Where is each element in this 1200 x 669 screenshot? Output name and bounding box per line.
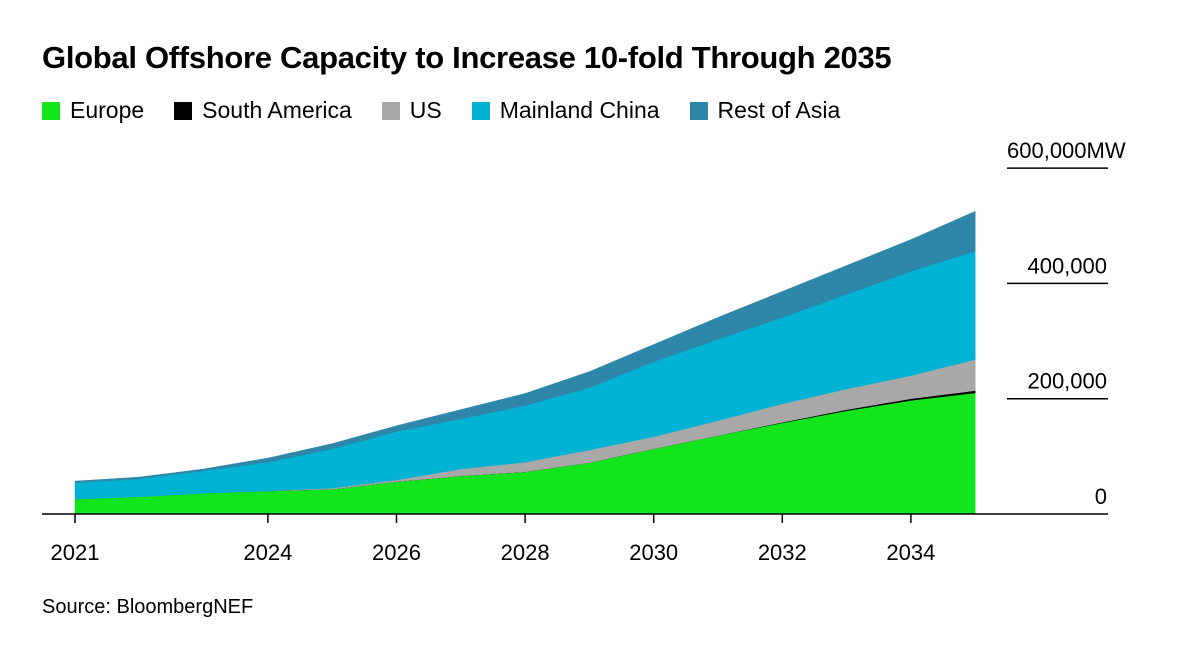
- y-tick-label: 0: [1095, 484, 1107, 509]
- x-tick-label: 2024: [243, 540, 292, 565]
- legend-item: South America: [174, 97, 352, 124]
- x-tick-label: 2028: [501, 540, 550, 565]
- legend-swatch: [174, 101, 193, 120]
- legend-swatch: [381, 101, 400, 120]
- source-note: Source: BloombergNEF: [42, 596, 254, 618]
- area-rest-of-asia: [74, 210, 976, 484]
- y-tick-label: 600,000MW: [1007, 138, 1126, 163]
- legend-label: South America: [202, 97, 352, 123]
- chart-title: Global Offshore Capacity to Increase 10-…: [42, 40, 892, 75]
- legend-item: Mainland China: [471, 97, 660, 124]
- x-tick-label: 2032: [758, 540, 807, 565]
- legend: Europe South America US Mainland China Rest …: [42, 97, 870, 124]
- legend-label: Mainland China: [499, 97, 660, 123]
- legend-swatch: [689, 101, 708, 120]
- y-tick-label: 200,000: [1027, 369, 1107, 394]
- y-tick-label: 400,000: [1027, 253, 1107, 278]
- legend-label: Europe: [70, 97, 145, 123]
- legend-label: US: [409, 97, 442, 123]
- x-tick-label: 2030: [629, 540, 678, 565]
- x-tick-label: 2021: [51, 540, 100, 565]
- legend-item: Europe: [42, 97, 144, 124]
- x-tick-label: 2034: [886, 540, 935, 565]
- legend-swatch: [471, 101, 490, 120]
- y-unit-label: MW: [1087, 138, 1126, 163]
- legend-item: US: [381, 97, 442, 124]
- legend-label: Rest of Asia: [717, 97, 841, 123]
- legend-item: Rest of Asia: [689, 97, 841, 124]
- x-tick-label: 2026: [372, 540, 421, 565]
- legend-swatch: [42, 101, 60, 120]
